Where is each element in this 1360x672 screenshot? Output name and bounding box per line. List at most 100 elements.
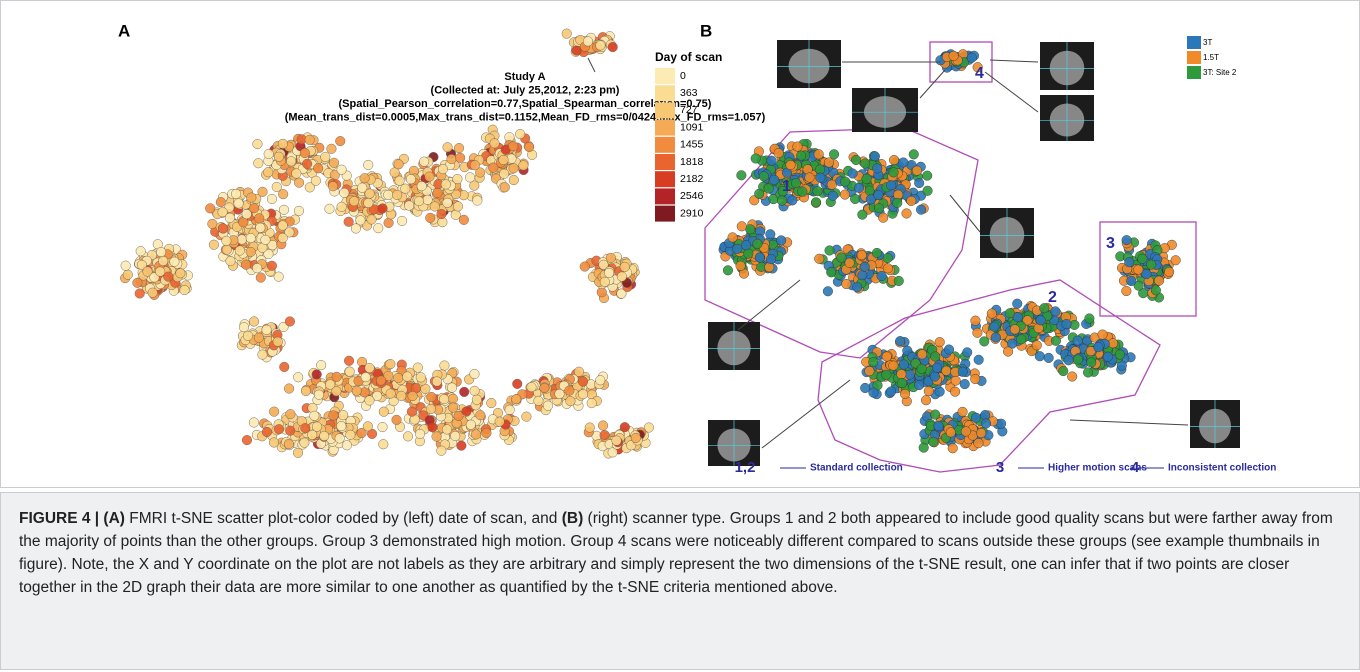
scatter-point	[284, 383, 295, 394]
scatter-point	[922, 185, 933, 196]
scatter-point	[324, 203, 335, 214]
scatter-point	[876, 270, 887, 282]
scatter-point	[205, 203, 216, 214]
scatter-point	[840, 176, 851, 187]
scatter-point	[921, 395, 932, 406]
scatter-point	[518, 160, 529, 171]
scatter-point	[758, 171, 769, 182]
caption-text: (B)	[561, 510, 584, 527]
scatter-point	[249, 203, 260, 214]
scatter-point	[363, 159, 374, 170]
caption-text: (right) scanner type. Groups 1 and 2 bot…	[19, 510, 1333, 596]
scatter-point	[814, 253, 825, 264]
scatter-point	[1050, 335, 1061, 346]
scatter-point	[881, 351, 892, 362]
scatter-point	[857, 209, 868, 220]
scatter-point	[475, 410, 486, 421]
scatter-point	[253, 158, 264, 169]
scatter-point	[136, 259, 147, 271]
scatter-point	[1146, 259, 1157, 270]
legend-swatch	[1187, 66, 1201, 79]
scatter-point	[455, 152, 466, 163]
scatter-point	[859, 261, 870, 272]
scatter-point	[564, 385, 575, 396]
scatter-point	[351, 385, 362, 396]
scatter-point	[242, 330, 254, 341]
scatter-point	[440, 179, 451, 190]
scatter-point	[328, 410, 339, 421]
scatter-point	[773, 148, 784, 159]
scatter-point	[400, 183, 411, 194]
scatter-point	[607, 447, 618, 458]
scatter-point	[257, 349, 268, 360]
scatter-point	[792, 141, 803, 152]
scatter-point	[465, 172, 476, 183]
scatter-point	[914, 379, 925, 391]
scatter-point	[424, 171, 435, 182]
scatter-point	[339, 187, 350, 198]
scatter-point	[945, 427, 956, 438]
scatter-point	[1016, 334, 1027, 345]
legend-label: 363	[680, 87, 698, 99]
scatter-point	[269, 406, 280, 417]
scatter-point	[960, 426, 971, 437]
scatter-point	[878, 212, 889, 223]
scatter-point	[442, 197, 453, 208]
scatter-point	[886, 386, 897, 397]
scatter-point	[976, 427, 987, 439]
scatter-point	[413, 196, 425, 207]
scatter-point	[344, 355, 355, 366]
scatter-point	[471, 429, 482, 440]
legend-swatch	[655, 119, 675, 136]
scatter-point	[245, 233, 256, 244]
scatter-point	[377, 422, 388, 433]
scatter-point	[425, 404, 436, 415]
scatter-point	[122, 269, 133, 280]
scatter-point	[266, 193, 278, 205]
legend-swatch	[655, 85, 675, 102]
group-label: 3	[1106, 235, 1115, 252]
caption: FIGURE 4 | (A) FMRI t-SNE scatter plot-c…	[0, 492, 1360, 670]
scatter-point	[383, 217, 394, 228]
scatter-point	[970, 315, 981, 326]
scatter-point	[396, 215, 408, 226]
scatter-point	[722, 265, 734, 276]
group-label: 4	[975, 65, 984, 82]
scatter-point	[868, 357, 879, 368]
scatter-point	[1012, 298, 1023, 309]
scatter-point	[856, 249, 867, 261]
scatter-point	[893, 275, 904, 287]
scatter-point	[432, 187, 443, 198]
scatter-point	[304, 134, 315, 145]
scatter-point	[864, 366, 875, 377]
scatter-point	[813, 149, 824, 160]
scatter-point	[860, 382, 871, 394]
scatter-point	[469, 160, 480, 171]
scatter-point	[599, 276, 610, 287]
scatter-point	[345, 429, 356, 440]
scatter-point	[1072, 354, 1084, 365]
scatter-point	[238, 322, 250, 333]
scatter-point	[812, 186, 823, 197]
scatter-point	[810, 197, 822, 208]
scatter-point	[427, 422, 438, 433]
scatter-point	[1043, 352, 1054, 363]
scatter-point	[740, 240, 752, 251]
legend-swatch	[655, 136, 675, 153]
scatter-point	[598, 259, 609, 270]
scatter-point	[765, 229, 776, 240]
scatter-point	[898, 359, 909, 370]
scatter-point	[929, 371, 940, 382]
scatter-point	[448, 402, 459, 413]
scatter-point	[797, 186, 808, 197]
scatter-point	[511, 394, 522, 405]
figure: A B 1 2 3 4 Study A(Collected at: July 2…	[0, 0, 1360, 488]
scatter-point	[1050, 306, 1061, 317]
scatter-point	[508, 175, 519, 186]
scatter-point	[565, 396, 576, 407]
legend-label: 2546	[680, 190, 704, 202]
scatter-point	[611, 435, 622, 446]
scatter-point	[970, 412, 982, 423]
scatter-point	[1058, 366, 1069, 377]
scatter-point	[981, 418, 992, 429]
